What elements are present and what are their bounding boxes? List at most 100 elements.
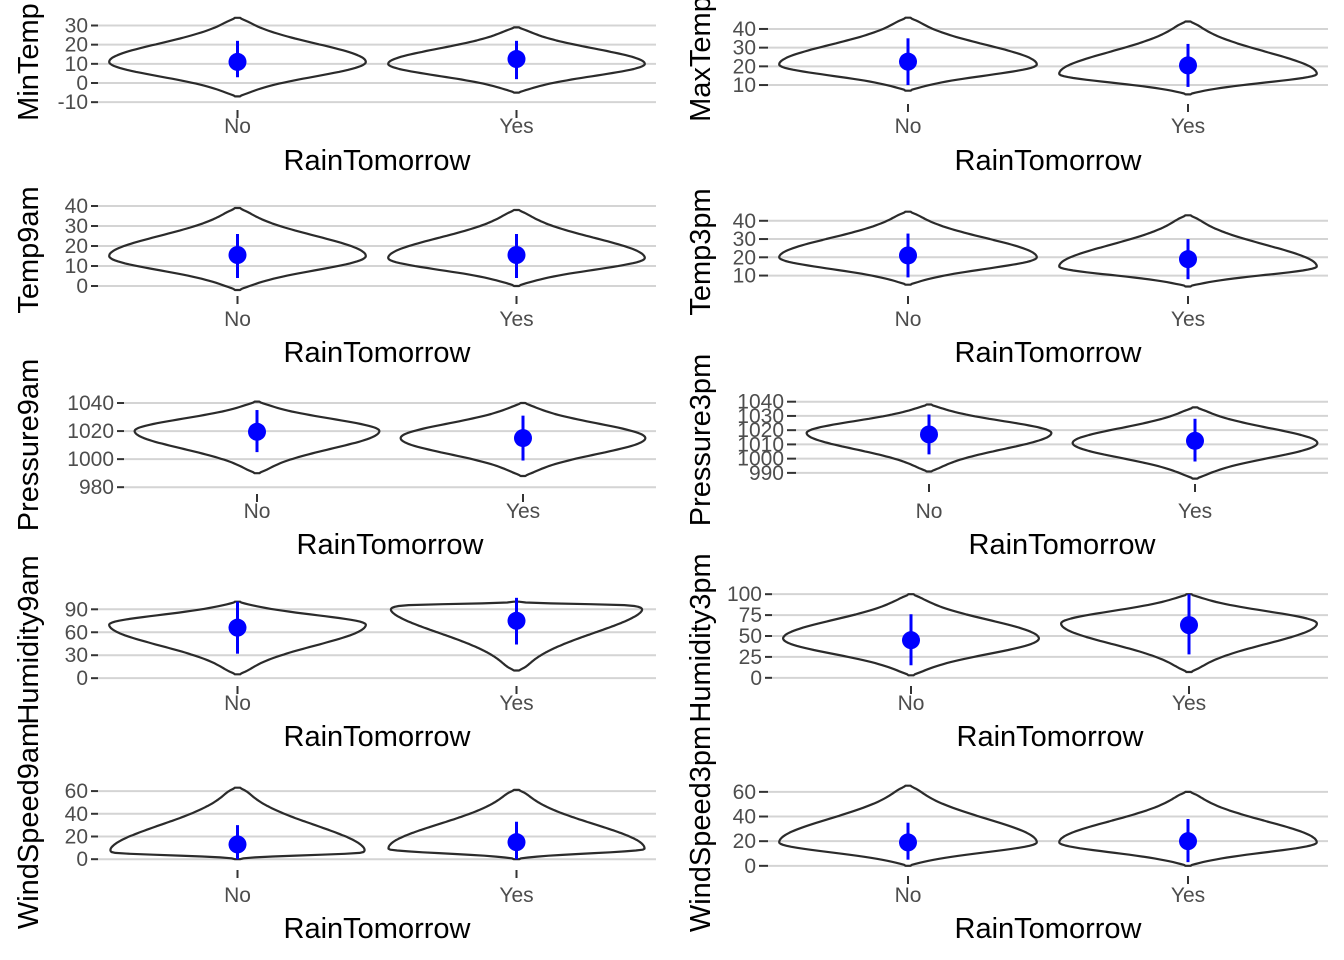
violin-yes (387, 26, 646, 94)
mean-point (228, 618, 247, 637)
x-tick-label: No (895, 308, 922, 331)
mean-point (228, 246, 247, 264)
violin-no (778, 210, 1038, 286)
x-tick-label: No (916, 500, 943, 523)
x-axis-label: RainTomorrow (284, 721, 472, 753)
y-axis-label: Pressure9am (13, 359, 45, 531)
mean-point (902, 631, 920, 650)
violin-yes (387, 788, 646, 861)
y-tick-label: 40 (733, 806, 756, 829)
y-tick-label: 40 (65, 195, 88, 218)
x-axis-label: RainTomorrow (955, 913, 1143, 945)
y-tick-label: 30 (65, 15, 88, 38)
x-tick-label: No (895, 115, 922, 138)
x-tick-label: No (224, 115, 251, 138)
y-tick-label: 25 (739, 646, 762, 669)
mean-point (899, 833, 917, 852)
x-axis-label: RainTomorrow (957, 721, 1145, 753)
x-tick-label: No (895, 884, 922, 907)
mean-point (1179, 250, 1197, 269)
y-tick-label: 10 (65, 255, 88, 278)
panel-pressure9am: 980 1000 1020 1040 No Yes RainTomorrow Pressure… (13, 359, 656, 561)
y-tick-label: 990 (749, 462, 784, 485)
x-tick-label: Yes (1171, 884, 1205, 907)
y-axis-label: WindSpeed3pm (685, 726, 717, 932)
y-axis-label: MinTemp (13, 3, 45, 121)
violin-no (778, 16, 1038, 92)
y-tick-label: 60 (733, 781, 756, 804)
mean-point (507, 246, 526, 264)
x-tick-label: Yes (1171, 115, 1205, 138)
violin-no (778, 784, 1038, 867)
y-axis-label: Pressure3pm (685, 354, 717, 526)
y-tick-label: 0 (750, 667, 762, 690)
violin-yes (399, 401, 647, 478)
x-tick-label: No (244, 500, 271, 523)
violin-yes (1058, 214, 1318, 288)
y-tick-label: 1000 (737, 448, 784, 471)
x-axis-label: RainTomorrow (284, 337, 472, 369)
y-tick-label: 20 (733, 830, 756, 853)
violin-yes (1058, 20, 1318, 96)
y-tick-label: 40 (733, 18, 756, 41)
y-tick-label: 40 (65, 803, 88, 826)
y-tick-label: 10 (733, 265, 756, 288)
y-tick-label: 1010 (737, 433, 784, 456)
mean-point (899, 52, 917, 71)
y-tick-label: 1040 (67, 392, 114, 415)
y-tick-label: 30 (733, 228, 756, 251)
mean-point (228, 52, 247, 71)
y-tick-label: 20 (65, 825, 88, 848)
x-tick-label: No (224, 308, 251, 331)
mean-point (507, 833, 526, 852)
violin-no (108, 206, 367, 292)
y-tick-label: 20 (733, 246, 756, 269)
y-tick-label: 20 (733, 55, 756, 78)
mean-point (1179, 56, 1197, 75)
violin-yes (387, 208, 646, 288)
mean-point (899, 246, 917, 265)
violin-yes (1058, 790, 1318, 867)
x-tick-label: No (224, 692, 251, 715)
x-tick-label: No (224, 884, 251, 907)
y-tick-label: 0 (76, 72, 88, 95)
y-tick-label: 30 (65, 215, 88, 238)
y-tick-label: 50 (739, 625, 762, 648)
x-tick-label: Yes (499, 884, 533, 907)
violin-yes (1071, 406, 1319, 480)
mean-point (228, 835, 247, 854)
x-tick-label: Yes (499, 308, 533, 331)
y-axis-label: Humidity3pm (685, 553, 717, 722)
mean-point (507, 50, 526, 69)
y-tick-label: 1020 (737, 419, 784, 442)
mean-point (514, 429, 532, 448)
y-tick-label: 980 (79, 476, 114, 499)
y-axis-label: MaxTemp (685, 0, 717, 122)
x-axis-label: RainTomorrow (969, 529, 1157, 561)
mean-point (507, 611, 526, 630)
y-tick-label: 0 (744, 855, 756, 878)
mean-point (1180, 616, 1198, 635)
y-tick-label: 60 (65, 621, 88, 644)
mean-point (1186, 431, 1204, 450)
violin-yes (389, 600, 644, 672)
violin-no (108, 600, 367, 676)
mean-point (248, 422, 266, 441)
mean-point (1179, 832, 1197, 851)
y-tick-label: 90 (65, 598, 88, 621)
y-tick-label: 1030 (737, 405, 784, 428)
x-tick-label: No (898, 692, 925, 715)
y-axis-label: Temp3pm (685, 188, 717, 315)
violin-no (108, 16, 367, 98)
mean-point (920, 425, 938, 444)
x-tick-label: Yes (1178, 500, 1212, 523)
y-tick-label: 75 (739, 604, 762, 627)
